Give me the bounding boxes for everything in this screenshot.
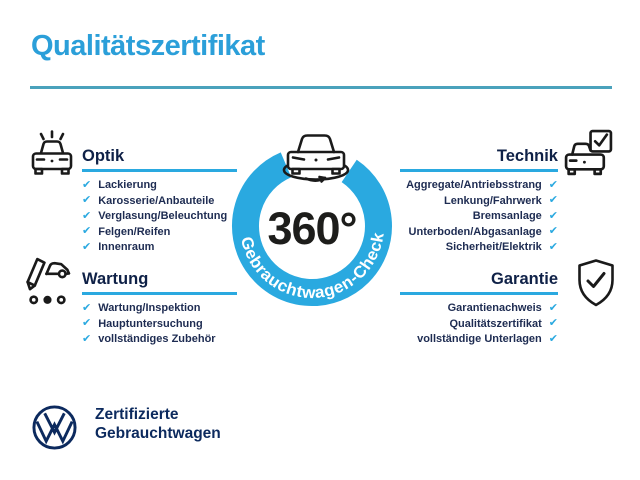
check-icon: ✔ — [548, 301, 558, 314]
check-item-label: Lenkung/Fahrwerk — [443, 194, 542, 207]
car-checkbox-icon — [562, 127, 615, 180]
check-icon: ✔ — [548, 194, 558, 207]
section-title-technik: Technik — [496, 147, 558, 165]
car-rotate-icon — [278, 126, 356, 188]
check-icon: ✔ — [82, 301, 92, 314]
wartung-checklist: ✔ Wartung/Inspektion ✔ Hauptuntersuchung ✔ vo… — [82, 301, 216, 346]
check-icon: ✔ — [548, 209, 558, 222]
check-item-label: Innenraum — [98, 241, 155, 254]
check-item-label: Sicherheit/Elektrik — [445, 241, 542, 254]
check-item-label: Qualitätszertifikat — [449, 317, 542, 330]
check-icon: ✔ — [82, 209, 92, 222]
check-item: ✔ vollständige Unterlagen — [417, 332, 558, 346]
check-item-label: Hauptuntersuchung — [98, 317, 203, 330]
check-icon: ✔ — [82, 240, 92, 253]
section-garantie: Garantie ✔ Garantienachweis ✔ Qualitätszert… — [400, 269, 558, 345]
check-item: ✔ Hauptuntersuchung — [82, 317, 216, 330]
check-item-label: Verglasung/Beleuchtung — [98, 210, 228, 223]
check-icon: ✔ — [548, 225, 558, 238]
check-item-label: Felgen/Reifen — [98, 225, 171, 238]
check-item: ✔ Innenraum — [82, 240, 227, 254]
check-icon: ✔ — [82, 332, 92, 345]
check-icon: ✔ — [548, 317, 558, 330]
check-item: ✔ Lackierung — [82, 178, 227, 191]
section-divider — [82, 169, 237, 172]
check-item: ✔ Wartung/Inspektion — [82, 301, 216, 314]
check-item-label: Garantienachweis — [447, 302, 542, 314]
optik-checklist: ✔ Lackierung ✔ Karosserie/Anbauteile ✔ Vergla… — [82, 178, 228, 254]
shield-check-icon — [573, 257, 619, 309]
check-icon: ✔ — [82, 194, 92, 207]
check-item-label: vollständige Unterlagen — [417, 333, 542, 346]
section-divider — [400, 292, 558, 295]
check-item: ✔ vollständiges Zubehör — [82, 332, 216, 346]
footer-claim-line1: Zertifizierte — [95, 406, 179, 423]
section-title-wartung: Wartung — [82, 270, 149, 288]
check-item-label: Lackierung — [98, 179, 157, 191]
check-item-label: Aggregate/Antriebsstrang — [406, 179, 542, 191]
pencil-car-icon — [21, 254, 76, 309]
check-item: ✔ Garantienachweis — [447, 301, 558, 314]
garantie-checklist: ✔ Garantienachweis ✔ Qualitätszertifikat ✔ vo… — [417, 301, 558, 346]
technik-checklist: ✔ Aggregate/Antriebsstrang ✔ Lenkung/Fahrwe… — [406, 178, 558, 254]
section-title-optik: Optik — [82, 147, 125, 165]
page-title: Qualitätszertifikat — [31, 30, 265, 62]
check-item: ✔ Lenkung/Fahrwerk — [443, 194, 558, 207]
check-icon: ✔ — [548, 332, 558, 345]
check-item-label: Karosserie/Anbauteile — [98, 194, 215, 207]
section-divider — [400, 169, 558, 172]
check-item-label: Wartung/Inspektion — [98, 302, 201, 314]
check-item: ✔ Aggregate/Antriebsstrang — [406, 178, 558, 191]
section-title-garantie: Garantie — [491, 270, 558, 288]
check-icon: ✔ — [82, 178, 92, 191]
360-degree-label: 360° — [267, 203, 357, 254]
section-wartung: Wartung ✔ Wartung/Inspektion ✔ Hauptuntersu… — [82, 269, 237, 345]
section-technik: Technik ✔ Aggregate/Antriebsstrang ✔ Lenkun… — [400, 146, 558, 253]
section-optik: Optik ✔ Lackierung ✔ Karosserie/Anbauteile ✔… — [82, 146, 237, 253]
check-item: ✔ Qualitätszertifikat — [449, 317, 558, 330]
check-item: ✔ Sicherheit/Elektrik — [445, 240, 558, 254]
check-item: ✔ Unterboden/Abgasanlage — [408, 225, 558, 238]
check-item: ✔ Felgen/Reifen — [82, 225, 227, 238]
check-icon: ✔ — [548, 178, 558, 191]
check-item: ✔ Verglasung/Beleuchtung — [82, 209, 228, 223]
vw-logo — [31, 404, 78, 451]
title-divider — [30, 86, 612, 89]
check-item: ✔ Bremsanlage — [472, 209, 558, 223]
check-item: ✔ Karosserie/Anbauteile — [82, 194, 227, 207]
check-icon: ✔ — [548, 240, 558, 253]
check-icon: ✔ — [82, 317, 92, 330]
check-item-label: Unterboden/Abgasanlage — [408, 225, 542, 238]
check-item-label: Bremsanlage — [472, 210, 542, 223]
check-item-label: vollständiges Zubehör — [98, 333, 216, 346]
check-icon: ✔ — [82, 225, 92, 238]
section-divider — [82, 292, 237, 295]
360-check-ring: Gebrauchtwagen-Check — [232, 152, 392, 306]
footer-claim: Zertifizierte Gebrauchtwagen — [95, 405, 221, 443]
footer-claim-line2: Gebrauchtwagen — [95, 425, 221, 442]
car-shine-icon — [26, 128, 78, 180]
